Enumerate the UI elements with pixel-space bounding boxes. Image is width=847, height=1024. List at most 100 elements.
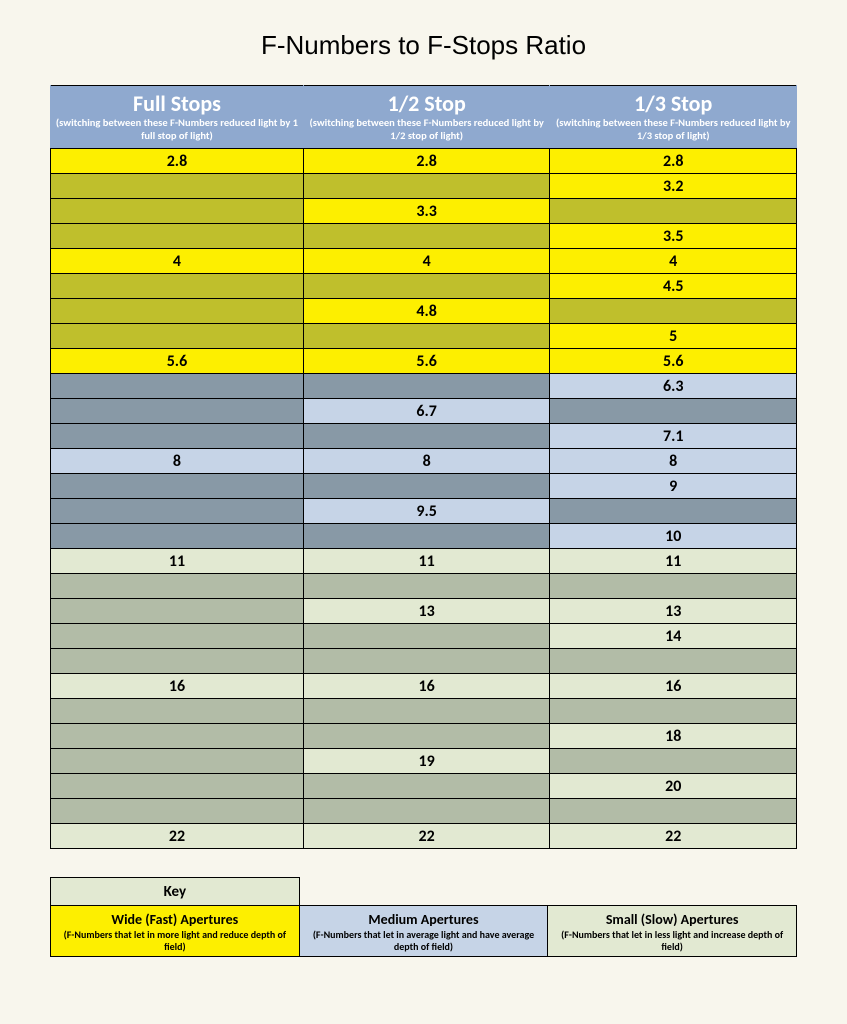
cell-third: 16 <box>550 674 797 699</box>
table-row: 19 <box>51 749 797 774</box>
key-med-desc: (F-Numbers that let in average light and… <box>306 929 542 952</box>
table-row: 4.5 <box>51 274 797 299</box>
key-small-cell: Small (Slow) Apertures (F-Numbers that l… <box>548 906 797 957</box>
cell-full <box>51 799 304 824</box>
cell-third: 7.1 <box>550 424 797 449</box>
cell-third: 5.6 <box>550 349 797 374</box>
cell-full: 22 <box>51 824 304 849</box>
cell-third: 11 <box>550 549 797 574</box>
cell-third <box>550 699 797 724</box>
cell-full <box>51 174 304 199</box>
table-row: 9 <box>51 474 797 499</box>
cell-third <box>550 749 797 774</box>
col-header-title: 1/3 Stop <box>634 90 712 117</box>
table-row <box>51 699 797 724</box>
cell-third: 14 <box>550 624 797 649</box>
cell-half: 16 <box>303 674 550 699</box>
cell-full <box>51 399 304 424</box>
col-header-sub: (switching between these F-Numbers reduc… <box>308 117 546 142</box>
key-spacer <box>299 878 548 906</box>
col-header-half: 1/2 Stop (switching between these F-Numb… <box>303 86 550 149</box>
table-row: 222222 <box>51 824 797 849</box>
cell-half: 2.8 <box>303 149 550 174</box>
table-row <box>51 574 797 599</box>
cell-half: 4.8 <box>303 299 550 324</box>
table-row: 9.5 <box>51 499 797 524</box>
cell-half: 13 <box>303 599 550 624</box>
cell-full: 5.6 <box>51 349 304 374</box>
cell-full <box>51 649 304 674</box>
cell-full <box>51 724 304 749</box>
cell-full: 2.8 <box>51 149 304 174</box>
cell-full <box>51 424 304 449</box>
cell-half: 9.5 <box>303 499 550 524</box>
cell-half: 5.6 <box>303 349 550 374</box>
table-row <box>51 799 797 824</box>
cell-full <box>51 199 304 224</box>
cell-full <box>51 524 304 549</box>
table-header-row: Full Stops (switching between these F-Nu… <box>51 86 797 149</box>
cell-third: 10 <box>550 524 797 549</box>
cell-third: 4.5 <box>550 274 797 299</box>
cell-full: 11 <box>51 549 304 574</box>
cell-half: 11 <box>303 549 550 574</box>
col-header-title: 1/2 Stop <box>388 90 466 117</box>
cell-full: 4 <box>51 249 304 274</box>
cell-half <box>303 774 550 799</box>
cell-third: 20 <box>550 774 797 799</box>
cell-third <box>550 649 797 674</box>
cell-half: 19 <box>303 749 550 774</box>
table-row: 888 <box>51 449 797 474</box>
cell-third <box>550 574 797 599</box>
cell-full <box>51 274 304 299</box>
cell-full <box>51 699 304 724</box>
table-row: 2.82.82.8 <box>51 149 797 174</box>
table-row: 14 <box>51 624 797 649</box>
cell-third: 13 <box>550 599 797 624</box>
cell-half <box>303 524 550 549</box>
key-med-label: Medium Apertures <box>368 911 478 928</box>
cell-full: 8 <box>51 449 304 474</box>
cell-half <box>303 574 550 599</box>
cell-half <box>303 274 550 299</box>
cell-half: 22 <box>303 824 550 849</box>
key-small-desc: (F-Numbers that let in less light and in… <box>554 929 790 952</box>
col-header-sub: (switching between these F-Numbers reduc… <box>55 117 299 142</box>
cell-half <box>303 424 550 449</box>
key-wide-desc: (F-Numbers that let in more light and re… <box>57 929 293 952</box>
col-header-sub: (switching between these F-Numbers reduc… <box>554 117 792 142</box>
col-header-title: Full Stops <box>133 90 221 117</box>
cell-half: 6.7 <box>303 399 550 424</box>
key-title-text: Key <box>164 883 186 901</box>
cell-third: 8 <box>550 449 797 474</box>
table-row: 10 <box>51 524 797 549</box>
cell-full <box>51 374 304 399</box>
cell-half <box>303 724 550 749</box>
cell-third: 3.2 <box>550 174 797 199</box>
col-header-third: 1/3 Stop (switching between these F-Numb… <box>550 86 797 149</box>
cell-third <box>550 399 797 424</box>
cell-half <box>303 799 550 824</box>
cell-third: 5 <box>550 324 797 349</box>
table-row: 18 <box>51 724 797 749</box>
cell-half <box>303 374 550 399</box>
key-med-cell: Medium Apertures (F-Numbers that let in … <box>299 906 548 957</box>
cell-third: 6.3 <box>550 374 797 399</box>
cell-third: 22 <box>550 824 797 849</box>
page-title: F-Numbers to F-Stops Ratio <box>50 30 797 61</box>
cell-third: 2.8 <box>550 149 797 174</box>
cell-full <box>51 224 304 249</box>
cell-full <box>51 499 304 524</box>
fstops-table: Full Stops (switching between these F-Nu… <box>50 85 797 849</box>
cell-half: 8 <box>303 449 550 474</box>
cell-third <box>550 199 797 224</box>
cell-full <box>51 749 304 774</box>
table-row: 1313 <box>51 599 797 624</box>
table-row: 161616 <box>51 674 797 699</box>
table-row: 4.8 <box>51 299 797 324</box>
key-wide-label: Wide (Fast) Apertures <box>111 911 238 928</box>
table-row: 111111 <box>51 549 797 574</box>
cell-third: 3.5 <box>550 224 797 249</box>
table-row <box>51 649 797 674</box>
table-row: 5.65.65.6 <box>51 349 797 374</box>
